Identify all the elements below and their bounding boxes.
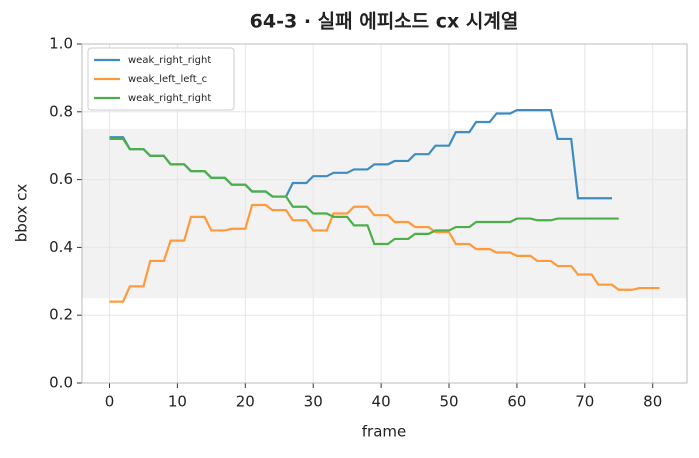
- y-tick-label: 0.0: [49, 374, 73, 392]
- shaded-band: [82, 128, 687, 299]
- y-tick-label: 0.2: [49, 306, 73, 324]
- series-line: [109, 137, 619, 246]
- x-tick-label: 50: [439, 393, 458, 411]
- x-tick-label: 70: [575, 393, 594, 411]
- chart-title: 64-3 · 실패 에피소드 cx 시계열: [250, 11, 519, 33]
- legend-label: weak_right_right: [128, 93, 211, 104]
- x-tick-label: 30: [304, 393, 323, 411]
- legend-label: weak_right_right: [128, 55, 211, 66]
- x-tick-label: 0: [105, 393, 115, 411]
- x-tick-label: 60: [507, 393, 526, 411]
- x-axis-label: frame: [362, 423, 406, 441]
- y-tick-label: 1.0: [49, 35, 73, 53]
- y-axis-label: bbox cx: [13, 184, 31, 243]
- legend-label: weak_left_left_c: [128, 74, 207, 85]
- series-line: [109, 203, 660, 303]
- x-tick-label: 10: [168, 393, 187, 411]
- plot-frame: [81, 43, 688, 384]
- x-tick-label: 40: [372, 393, 391, 411]
- y-tick-label: 0.8: [49, 102, 73, 120]
- y-tick-label: 0.4: [49, 238, 73, 256]
- legend: weak_right_right weak_left_left_c weak_rig…: [87, 47, 235, 111]
- x-tick-label: 80: [643, 393, 662, 411]
- x-tick-label: 20: [236, 393, 255, 411]
- legend-box: [87, 47, 235, 111]
- y-tick-label: 0.6: [49, 170, 73, 188]
